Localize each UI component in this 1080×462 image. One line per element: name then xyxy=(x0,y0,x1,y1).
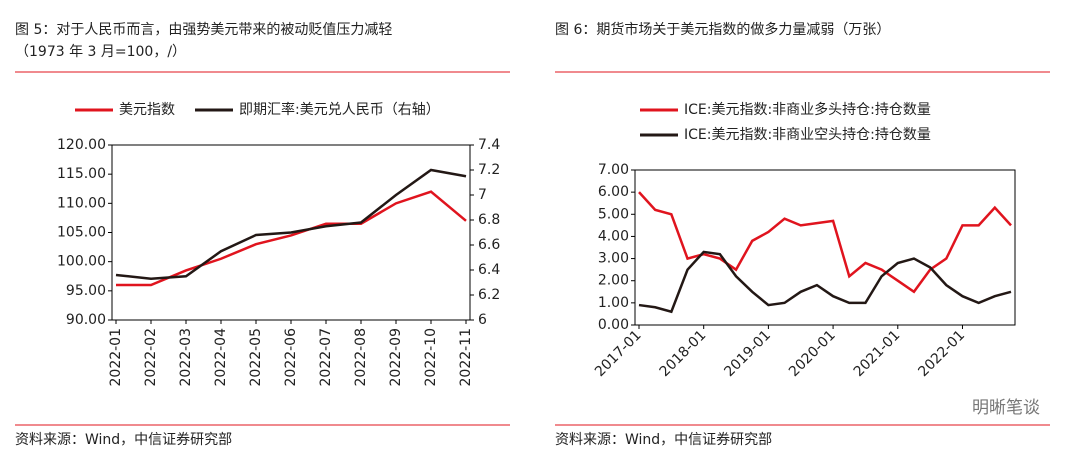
legend-label: 美元指数 xyxy=(119,102,175,118)
y2-tick-label: 7.4 xyxy=(478,137,500,153)
x-tick-label: 2021-01 xyxy=(851,327,904,380)
y-tick-label: 5.00 xyxy=(598,206,629,222)
x-tick-label: 2020-01 xyxy=(786,327,839,380)
x-tick-label: 2022-10 xyxy=(423,328,439,387)
y-tick-label: 110.00 xyxy=(57,195,106,211)
x-tick-label: 2022-11 xyxy=(458,328,474,387)
y-tick-label: 120.00 xyxy=(57,137,106,153)
plot-frame xyxy=(634,169,1016,326)
x-tick-label: 2018-01 xyxy=(657,327,710,380)
y-tick-label: 1.00 xyxy=(598,295,629,311)
x-tick-label: 2022-04 xyxy=(213,328,229,387)
y-tick-label: 95.00 xyxy=(66,283,106,299)
y2-tick-label: 7.2 xyxy=(478,162,500,178)
x-tick-label: 2022-05 xyxy=(248,328,264,387)
source: 资料来源：Wind，中信证券研究部 xyxy=(555,432,772,448)
y2-tick-label: 6.8 xyxy=(478,212,500,228)
line-series xyxy=(638,250,1012,314)
y2-tick-label: 6 xyxy=(478,312,487,328)
chart-subtitle: （1973 年 3 月=100，/） xyxy=(15,44,186,60)
y-tick-label: 100.00 xyxy=(57,254,106,270)
chart-title: 图 6：期货市场关于美元指数的做多力量减弱（万张） xyxy=(555,21,890,38)
watermark: 明晰笔谈 xyxy=(972,398,1040,418)
x-tick-label: 2022-01 xyxy=(915,327,968,380)
y-tick-label: 115.00 xyxy=(57,166,106,182)
legend-label: ICE:美元指数:非商业空头持仓:持仓数量 xyxy=(684,127,931,143)
y2-tick-label: 6.2 xyxy=(478,287,500,303)
x-tick-label: 2022-09 xyxy=(388,328,404,387)
y-tick-label: 105.00 xyxy=(57,225,106,241)
source: 资料来源：Wind，中信证券研究部 xyxy=(15,432,232,448)
y-tick-label: 0.00 xyxy=(598,317,629,333)
line-series xyxy=(116,190,467,287)
legend-label: ICE:美元指数:非商业多头持仓:持仓数量 xyxy=(684,101,931,118)
x-tick-label: 2019-01 xyxy=(721,327,774,380)
y2-tick-label: 6.4 xyxy=(478,262,500,278)
legend-label: 即期汇率:美元兑人民币（右轴） xyxy=(239,101,440,118)
y-tick-label: 90.00 xyxy=(66,312,106,328)
y-tick-label: 7.00 xyxy=(598,162,629,178)
x-tick-label: 2022-06 xyxy=(283,328,299,387)
y2-tick-label: 7 xyxy=(478,187,487,203)
chart-title: 图 5：对于人民币而言，由强势美元带来的被动贬值压力减轻 xyxy=(15,22,392,38)
line-series xyxy=(115,168,467,281)
y2-tick-label: 6.6 xyxy=(478,237,500,253)
x-tick-label: 2022-08 xyxy=(353,328,369,387)
x-tick-label: 2022-03 xyxy=(178,328,194,387)
x-tick-label: 2017-01 xyxy=(592,327,645,380)
line-series xyxy=(638,191,1012,294)
x-tick-label: 2022-01 xyxy=(108,328,124,387)
x-tick-label: 2022-02 xyxy=(143,328,159,387)
y-tick-label: 4.00 xyxy=(598,228,629,244)
x-tick-label: 2022-07 xyxy=(318,328,334,387)
y-tick-label: 2.00 xyxy=(598,273,629,289)
y-tick-label: 6.00 xyxy=(598,184,629,200)
y-tick-label: 3.00 xyxy=(598,251,629,267)
